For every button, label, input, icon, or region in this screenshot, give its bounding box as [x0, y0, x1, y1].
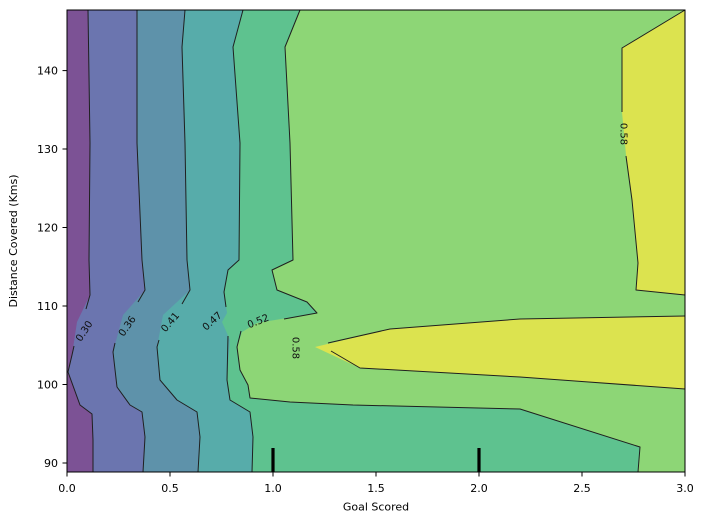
- x-tick-label-3: 1.5: [367, 482, 385, 495]
- x-tick-label-0: 0.0: [58, 482, 76, 495]
- band-region-above-0.58-middle-wedge: [315, 316, 685, 389]
- contour-line-0.58-right-upper: [621, 9, 686, 112]
- x-axis-ticks: [66, 472, 686, 477]
- band-region-above-0.58-top-right: [622, 10, 685, 295]
- y-tick-label-120: 120: [37, 222, 58, 235]
- rug-mark-x2: [477, 448, 481, 472]
- contour-label-0.58-right: 0.58: [618, 123, 629, 145]
- y-tick-label-90: 90: [44, 457, 58, 470]
- contour-line-0.30-upper: [85, 9, 91, 310]
- y-axis-tick-labels: 90 100 110 120 130 140: [37, 65, 58, 470]
- x-tick-label-6: 3.0: [676, 482, 694, 495]
- contour-line-0.58-wedge-bottom: [330, 350, 686, 390]
- x-tick-label-2: 1.0: [264, 482, 282, 495]
- y-axis-ticks: [62, 70, 67, 464]
- contour-line-0.41-lower: [156, 339, 201, 473]
- y-tick-label-110: 110: [37, 300, 58, 313]
- band-region-below-0.30: [67, 10, 93, 472]
- contour-line-0.58-wedge-top: [327, 315, 686, 344]
- y-tick-label-130: 130: [37, 143, 58, 156]
- contour-line-0.30-lower: [67, 345, 94, 472]
- x-axis-tick-labels: 0.0 0.5 1.0 1.5 2.0 2.5 3.0: [58, 482, 694, 495]
- y-axis-label: Distance Covered (Kms): [7, 174, 20, 307]
- contour-line-0.47-lower: [226, 335, 254, 473]
- contour-label-0.58-wedge: 0.58: [290, 337, 301, 359]
- x-axis-label: Goal Scored: [343, 501, 409, 514]
- x-tick-label-5: 2.5: [573, 482, 591, 495]
- y-tick-label-100: 100: [37, 379, 58, 392]
- contour-lines: [67, 9, 686, 473]
- contour-line-0.47-upper: [223, 9, 244, 308]
- x-tick-label-1: 0.5: [161, 482, 179, 495]
- y-tick-label-140: 140: [37, 65, 58, 78]
- rug-mark-x1: [271, 448, 275, 472]
- contour-line-0.41-upper: [181, 9, 191, 305]
- contour-line-0.58-right-lower: [625, 155, 686, 296]
- contour-line-0.52-upper: [271, 9, 318, 320]
- x-tick-label-4: 2.0: [470, 482, 488, 495]
- contour-line-0.36-upper: [136, 10, 146, 303]
- contour-line-0.52-lower: [236, 330, 641, 473]
- contour-line-0.36-lower: [112, 342, 146, 473]
- rug-marks: [271, 448, 481, 472]
